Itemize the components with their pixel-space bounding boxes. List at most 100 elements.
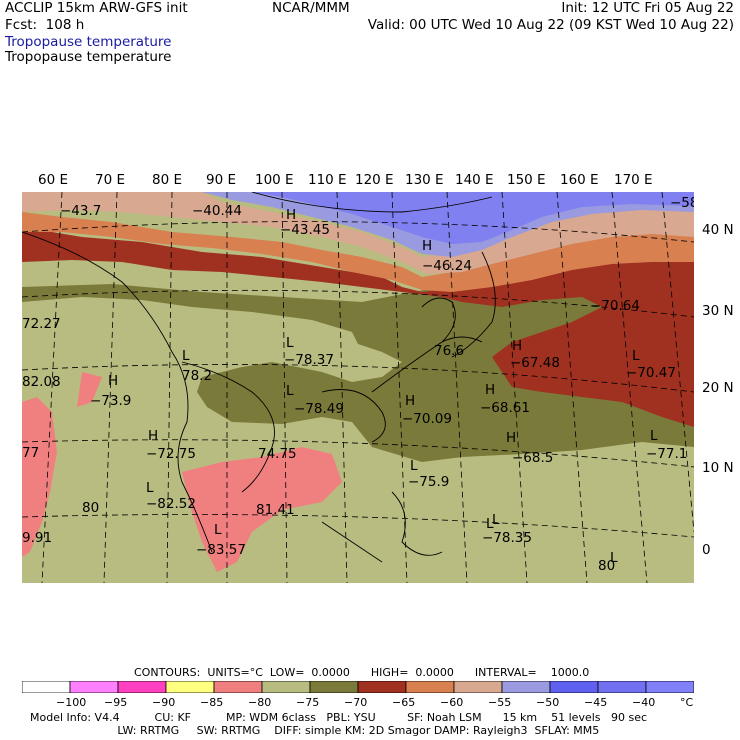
longitude-label: 90 E xyxy=(206,172,236,188)
latitude-label: 10 N xyxy=(702,460,734,476)
contour-value-label: −78.49 xyxy=(294,401,344,417)
contour-value-label: −43.45 xyxy=(280,222,330,238)
low-marker: L xyxy=(410,458,418,474)
contour-value-label: −70.47 xyxy=(626,365,676,381)
color-bar-tick-label: −65 xyxy=(392,696,416,709)
color-bar-tick-label: −55 xyxy=(488,696,512,709)
low-marker: L xyxy=(146,480,154,496)
color-bar-tick-label: −45 xyxy=(584,696,608,709)
color-bar-tick-label: °C xyxy=(680,696,694,709)
band-pink-india xyxy=(77,372,102,407)
contour-value-label: −67.48 xyxy=(510,355,560,371)
contour-value-label: 9.91 xyxy=(22,530,52,546)
color-bar-segment xyxy=(261,681,311,693)
contour-value-label: −82.52 xyxy=(146,496,196,512)
latitude-label: 20 N xyxy=(702,380,734,396)
color-bar-segment xyxy=(117,681,167,693)
color-bar-segment xyxy=(405,681,455,693)
high-marker: H xyxy=(286,207,296,223)
low-marker: L xyxy=(182,348,190,364)
longitude-label: 150 E xyxy=(507,172,546,188)
color-bar-tick-label: −85 xyxy=(200,696,224,709)
contour-value-label: −75.9 xyxy=(408,474,449,490)
center-name: NCAR/MMM xyxy=(272,0,350,16)
low-marker: L xyxy=(486,516,494,532)
longitude-label: 140 E xyxy=(455,172,494,188)
high-marker: H xyxy=(506,430,516,446)
color-bar xyxy=(22,681,694,693)
contour-value-label: −78.35 xyxy=(482,530,532,546)
field-name-contour: Tropopause temperature xyxy=(5,49,172,65)
longitude-label: 120 E xyxy=(355,172,394,188)
low-marker: L xyxy=(492,512,500,528)
longitude-label: 170 E xyxy=(614,172,653,188)
contour-value-label: 78.2 xyxy=(182,368,212,384)
latitude-label: 30 N xyxy=(702,303,734,319)
contour-value-label: 80 xyxy=(598,558,615,574)
color-bar-tick-label: −70 xyxy=(344,696,368,709)
high-marker: H xyxy=(405,393,415,409)
contour-value-label: 81.41 xyxy=(256,502,295,518)
color-bar-tick-label: −50 xyxy=(536,696,560,709)
contour-value-label: 77 xyxy=(22,445,39,461)
model-info-line2: LW: RRTMG SW: RRTMG DIFF: simple KM: 2D … xyxy=(30,724,600,737)
color-bar-tick-label: −95 xyxy=(104,696,128,709)
contour-value-label: −68.61 xyxy=(480,400,530,416)
contour-value-label: −68.5 xyxy=(512,450,553,466)
coastlines xyxy=(22,192,496,563)
band-olive xyxy=(22,282,694,462)
color-bar-segment xyxy=(645,681,694,693)
low-marker: L xyxy=(214,522,222,538)
color-bar-segment xyxy=(309,681,359,693)
contour-value-label: −70.64 xyxy=(590,298,640,314)
field-name-shaded: Tropopause temperature xyxy=(5,34,172,50)
contour-value-label: −78.37 xyxy=(284,352,334,368)
forecast-hour: Fcst: 108 h xyxy=(5,17,85,33)
contour-value-label: 74.75 xyxy=(258,446,297,462)
contour-value-label: 72.27 xyxy=(22,316,61,332)
contour-value-label: 76.6 xyxy=(434,343,464,359)
color-bar-tick-label: −60 xyxy=(440,696,464,709)
high-marker: H xyxy=(485,382,495,398)
contour-value-label: −58 xyxy=(670,195,694,211)
low-marker: L xyxy=(650,428,658,444)
color-bar-tick-label: −40 xyxy=(632,696,656,709)
contour-value-label: −40.44 xyxy=(192,203,242,219)
high-marker: H xyxy=(108,373,118,389)
high-marker: H xyxy=(422,238,432,254)
contour-value-label: −70.09 xyxy=(402,411,452,427)
graticule xyxy=(22,192,694,583)
color-bar-segment xyxy=(453,681,503,693)
color-bar-segment xyxy=(22,681,71,693)
tropopause-temperature-map: −43.7−40.44H−43.45H−46.24−58−70.6472.27L… xyxy=(22,192,694,583)
color-bar-segment xyxy=(69,681,119,693)
contour-info: CONTOURS: UNITS=°C LOW= 0.0000 HIGH= 0.0… xyxy=(134,666,590,679)
color-bar-tick-label: −80 xyxy=(248,696,272,709)
contour-value-label: −72.75 xyxy=(146,446,196,462)
contour-value-label: −46.24 xyxy=(422,258,472,274)
color-bar-segment xyxy=(597,681,647,693)
longitude-label: 130 E xyxy=(405,172,444,188)
color-bar-segment xyxy=(213,681,263,693)
color-bar-tick-label: −75 xyxy=(296,696,320,709)
low-marker: L xyxy=(632,348,640,364)
contour-value-label: −77.1 xyxy=(646,446,687,462)
color-bar-segment xyxy=(501,681,551,693)
band-lightbrown xyxy=(22,192,694,274)
model-info-line1: Model Info: V4.4 CU: KF MP: WDM 6class P… xyxy=(30,711,648,724)
color-bar-segment xyxy=(165,681,215,693)
band-purple xyxy=(252,192,694,244)
color-bar-tick-label: −100 xyxy=(56,696,87,709)
low-marker: L xyxy=(286,335,294,351)
latitude-label: 0 xyxy=(702,542,711,558)
band-khaki-northwest xyxy=(22,297,362,372)
contour-value-label: 80 xyxy=(82,500,99,516)
contour-value-label: −43.7 xyxy=(60,203,101,219)
longitude-label: 110 E xyxy=(308,172,347,188)
high-marker: H xyxy=(512,338,522,354)
contour-value-label: −73.9 xyxy=(90,393,131,409)
contour-value-label: −83.57 xyxy=(196,542,246,558)
low-marker: L xyxy=(286,383,294,399)
longitude-label: 100 E xyxy=(255,172,294,188)
color-bar-segment xyxy=(549,681,599,693)
